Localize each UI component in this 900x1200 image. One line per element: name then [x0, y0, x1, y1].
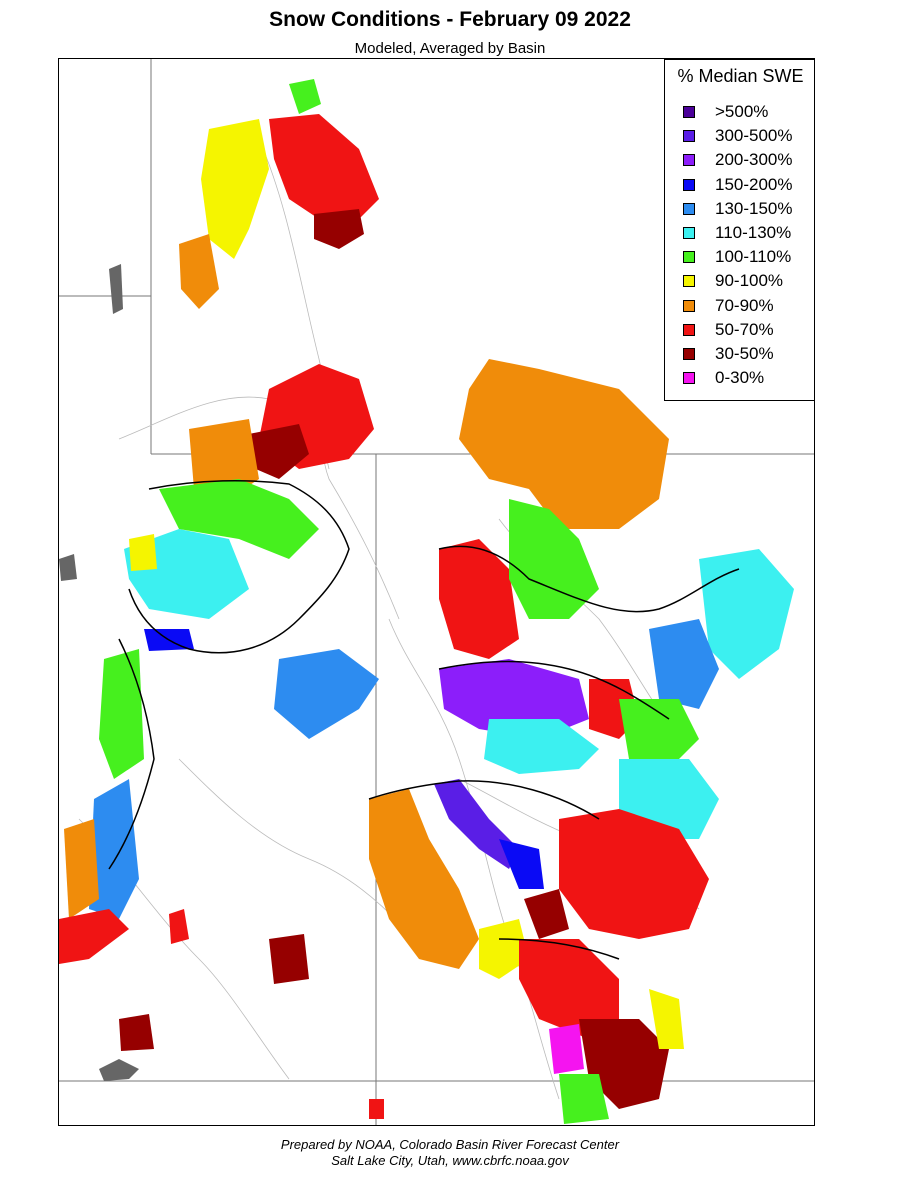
- region-30-50-north: [314, 209, 364, 249]
- region-70-90-central: [189, 419, 259, 499]
- legend-label: 70-90%: [715, 295, 774, 315]
- region-30-50-sj: [524, 889, 569, 939]
- legend-item: 110-130%: [683, 221, 793, 245]
- region-70-90-north: [179, 234, 219, 309]
- legend-item: 100-110%: [683, 245, 793, 269]
- footer: Prepared by NOAA, Colorado Basin River F…: [0, 1137, 900, 1169]
- map-subtitle: Modeled, Averaged by Basin: [354, 40, 546, 57]
- region-130-150-co: [649, 619, 719, 709]
- region-100-110-north: [289, 79, 321, 114]
- legend-item: 0-30%: [683, 366, 793, 390]
- legend-swatch: [683, 154, 695, 167]
- legend-item: 150-200%: [683, 173, 793, 197]
- region-90-100-north: [201, 119, 269, 259]
- region-30-50-central: [244, 424, 309, 479]
- legend-swatch: [683, 323, 695, 336]
- legend: % Median SWE >500% 300-500% 200-300% 150-20…: [664, 59, 815, 401]
- legend-swatch: [683, 106, 695, 119]
- legend-label: 110-130%: [715, 223, 792, 243]
- legend-label: 130-150%: [715, 198, 793, 218]
- legend-label: 200-300%: [715, 150, 793, 170]
- region-30-50-lower-2: [269, 934, 309, 984]
- region-110-130-co: [699, 549, 794, 679]
- region-90-100-south: [649, 989, 684, 1049]
- footer-credit: Prepared by NOAA, Colorado Basin River F…: [280, 1137, 620, 1152]
- legend-label: 0-30%: [715, 368, 765, 388]
- legend-title: % Median SWE: [677, 66, 804, 86]
- legend-item: >500%: [683, 100, 793, 124]
- legend-item: 90-100%: [683, 269, 793, 293]
- region-130-150-west: [89, 779, 139, 919]
- region-300-500: [434, 779, 519, 869]
- region-50-70-lower-1: [169, 909, 189, 944]
- region-70-90-west: [64, 819, 99, 919]
- legend-label: >500%: [715, 102, 769, 122]
- region-30-50-lower-3: [119, 1014, 154, 1051]
- legend-swatch: [683, 227, 695, 240]
- region-50-70-lower-4: [369, 1099, 384, 1119]
- legend-label: 30-50%: [715, 343, 774, 363]
- region-90-100-sj: [479, 919, 529, 979]
- legend-swatch: [683, 202, 695, 215]
- lakes: [59, 264, 139, 1081]
- region-100-110-gunnison: [619, 699, 699, 769]
- region-100-110-west: [99, 649, 144, 779]
- region-50-70-south: [519, 939, 619, 1039]
- region-100-110-ut: [159, 479, 319, 559]
- legend-label: 150-200%: [715, 174, 793, 194]
- legend-label: 50-70%: [715, 319, 774, 339]
- legend-item: 200-300%: [683, 148, 793, 172]
- region-0-30: [549, 1024, 584, 1074]
- region-100-110-co: [509, 499, 599, 619]
- map-title: Snow Conditions - February 09 2022: [269, 8, 631, 31]
- region-50-70-sj: [559, 809, 709, 939]
- region-70-90-co: [459, 359, 669, 529]
- legend-label: 300-500%: [715, 126, 793, 146]
- region-70-90-sj: [369, 789, 479, 969]
- legend-swatch: [683, 178, 695, 191]
- legend-swatch: [683, 130, 695, 143]
- region-50-70-north: [269, 114, 379, 219]
- legend-swatch: [683, 275, 695, 288]
- region-90-100-ut: [129, 534, 157, 571]
- region-50-70-sw: [59, 909, 129, 964]
- legend-swatch: [683, 251, 695, 264]
- legend-swatch: [683, 299, 695, 312]
- region-100-110-south: [559, 1074, 609, 1124]
- swe-regions: [59, 79, 794, 1124]
- region-110-130-gunnison: [484, 719, 599, 774]
- region-130-150-ut: [274, 649, 379, 739]
- region-50-70-co: [439, 539, 519, 659]
- legend-swatch: [683, 347, 695, 360]
- region-150-200-sj: [499, 839, 544, 889]
- legend-items: >500% 300-500% 200-300% 150-200% 130-150% 110…: [683, 100, 793, 390]
- basin-boundaries: [108, 479, 740, 960]
- footer-location: Salt Lake City, Utah, www.cbrfc.noaa.gov: [331, 1153, 569, 1168]
- legend-item: 30-50%: [683, 342, 793, 366]
- basin-map-graphic: [59, 59, 814, 1125]
- legend-item: 300-500%: [683, 124, 793, 148]
- legend-item: 70-90%: [683, 294, 793, 318]
- legend-item: 50-70%: [683, 318, 793, 342]
- legend-label: 90-100%: [715, 271, 784, 291]
- legend-swatch: [683, 372, 695, 385]
- legend-label: 100-110%: [715, 247, 792, 267]
- legend-item: 130-150%: [683, 197, 793, 221]
